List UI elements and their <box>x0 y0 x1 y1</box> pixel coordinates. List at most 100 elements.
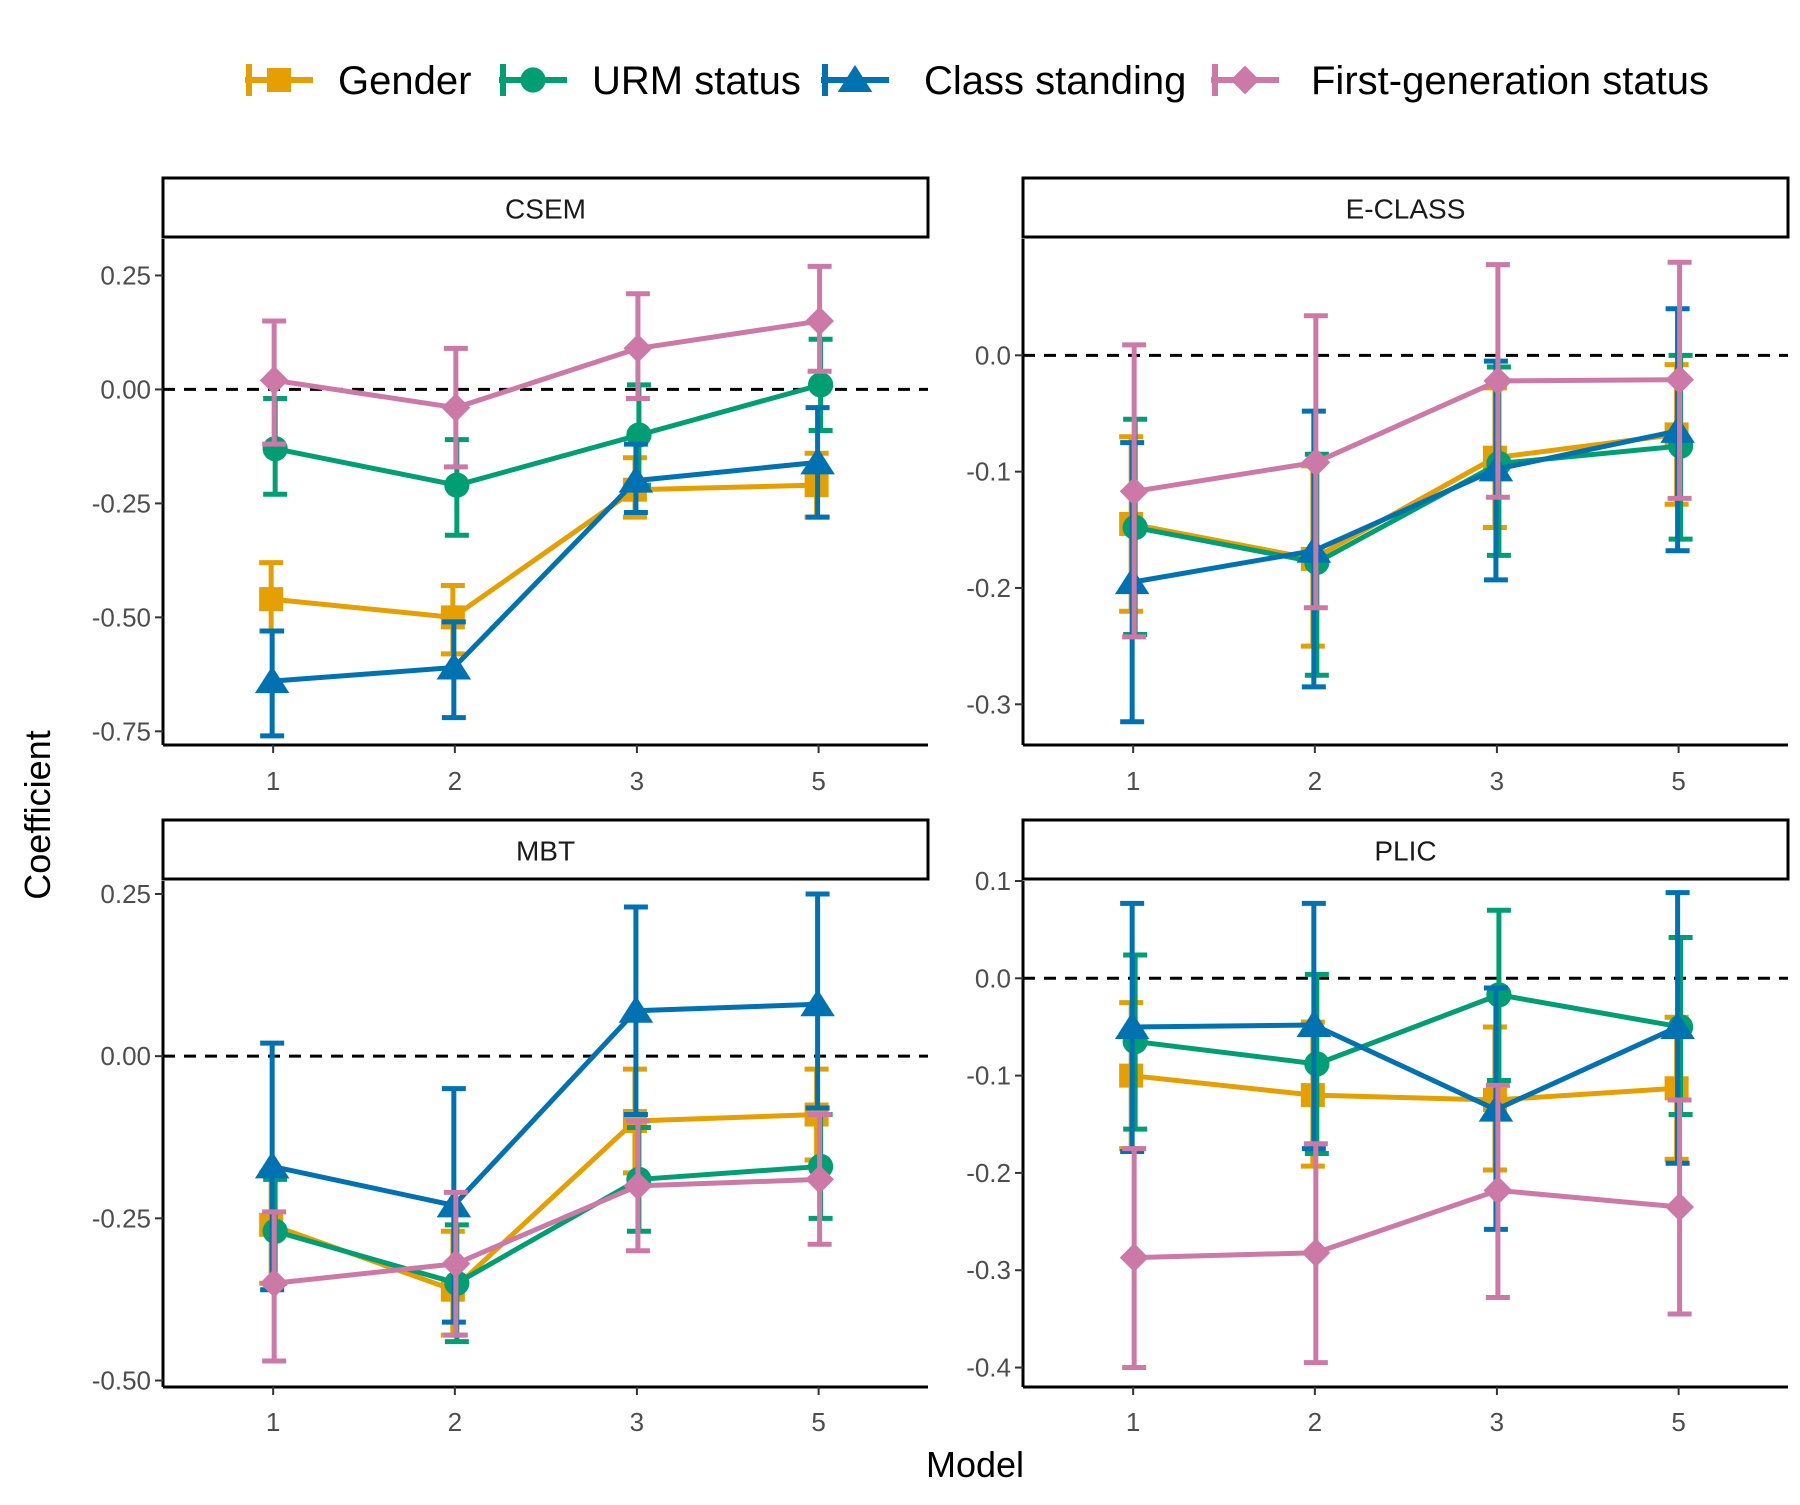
y-tick-label-e-class: -0.3 <box>966 689 1011 719</box>
series-line-urm-status-mbt <box>274 1163 821 1286</box>
legend-marker-gender <box>267 68 291 92</box>
strip-e-class <box>1021 176 1790 239</box>
y-tick-label-plic: -0.2 <box>966 1158 1011 1188</box>
point-first-generation-status-mbt <box>441 1249 471 1279</box>
point-gender-csem <box>259 587 284 612</box>
legend: Gender URM status Class standing First-gene… <box>245 59 1709 103</box>
x-tick-label-e-class: 5 <box>1671 766 1685 796</box>
series-class-standing-csem <box>254 405 835 739</box>
y-tick-label-e-class: -0.2 <box>966 573 1011 603</box>
point-first-generation-status-mbt <box>623 1171 653 1201</box>
y-tick-label-mbt: 0.25 <box>100 879 151 909</box>
legend-item-urm-status: URM status <box>499 59 801 103</box>
y-tick-label-csem: 0.25 <box>100 260 151 290</box>
y-tick-label-csem: -0.75 <box>92 716 151 746</box>
y-tick-label-plic: -0.1 <box>966 1061 1011 1091</box>
x-tick-label-csem: 3 <box>630 766 644 796</box>
point-urm-status-csem <box>626 422 652 448</box>
y-tick-label-plic: 0.1 <box>975 866 1011 896</box>
series-urm-status-mbt <box>262 1112 834 1345</box>
point-class-standing-mbt <box>618 995 654 1023</box>
point-first-generation-status-plic <box>1119 1243 1149 1272</box>
x-tick-label-plic: 5 <box>1671 1407 1685 1437</box>
series-line-first-generation-status-plic <box>1134 1187 1680 1261</box>
x-tick-label-mbt: 2 <box>448 1407 462 1437</box>
series-urm-status-e-class <box>1122 352 1694 678</box>
x-tick-label-e-class: 3 <box>1490 766 1504 796</box>
x-tick-label-mbt: 3 <box>630 1407 644 1437</box>
x-tick-label-csem: 1 <box>266 766 280 796</box>
point-first-generation-status-e-class <box>1301 447 1331 477</box>
legend-marker-first-generation-status <box>1230 65 1260 95</box>
y-tick-label-plic: -0.4 <box>966 1353 1011 1383</box>
x-tick-label-e-class: 2 <box>1308 766 1322 796</box>
point-first-generation-status-csem <box>623 334 653 363</box>
point-first-generation-status-e-class <box>1483 366 1513 396</box>
series-gender-e-class <box>1119 362 1689 649</box>
y-tick-label-csem: 0.00 <box>100 374 151 404</box>
legend-label-urm-status: URM status <box>592 59 801 103</box>
point-class-standing-csem <box>800 447 835 475</box>
strip-label-plic: PLIC <box>1374 836 1436 867</box>
point-first-generation-status-mbt <box>805 1165 835 1194</box>
point-first-generation-status-plic <box>1483 1176 1513 1205</box>
y-tick-label-mbt: -0.25 <box>92 1203 151 1233</box>
legend-label-class-standing: Class standing <box>924 59 1186 103</box>
series-line-gender-csem <box>270 482 817 620</box>
x-tick-label-csem: 5 <box>811 766 825 796</box>
series-line-class-standing-e-class <box>1131 428 1679 585</box>
series-urm-status-plic <box>1122 907 1694 1156</box>
point-urm-status-csem <box>808 372 834 398</box>
y-tick-label-e-class: 0.0 <box>975 340 1011 370</box>
panel-mbt: MBT 0.25 0.00 -0.25 -0.50 1 2 3 5 <box>92 818 930 1437</box>
series-line-urm-status-plic <box>1134 992 1682 1067</box>
x-tick-label-e-class: 1 <box>1126 766 1140 796</box>
y-axis-title: Coefficient <box>17 730 58 899</box>
series-urm-status-csem <box>262 336 834 538</box>
series-first-generation-status-plic <box>1119 1082 1695 1371</box>
y-tick-label-csem: -0.25 <box>92 488 151 518</box>
series-line-urm-status-csem <box>274 382 822 488</box>
point-first-generation-status-csem <box>441 393 471 423</box>
point-first-generation-status-mbt <box>259 1268 289 1298</box>
legend-item-first-generation-status: First-generation status <box>1211 59 1709 103</box>
strip-plic <box>1021 818 1790 881</box>
point-class-standing-csem <box>254 666 290 694</box>
point-class-standing-plic <box>1660 1011 1695 1039</box>
point-urm-status-plic <box>1304 1051 1330 1077</box>
y-tick-label-mbt: 0.00 <box>100 1041 151 1071</box>
point-first-generation-status-csem <box>259 365 289 395</box>
series-line-first-generation-status-csem <box>273 318 820 411</box>
legend-marker-class-standing <box>837 65 873 92</box>
point-first-generation-status-csem <box>805 306 835 336</box>
point-class-standing-csem <box>436 652 472 680</box>
strip-mbt <box>161 818 930 881</box>
legend-label-gender: Gender <box>338 59 471 103</box>
x-tick-label-csem: 2 <box>448 766 462 796</box>
series-class-standing-plic <box>1114 890 1695 1232</box>
x-tick-label-plic: 2 <box>1308 1407 1322 1437</box>
panel-plic: PLIC 0.1 0.0 -0.1 -0.2 -0.3 -0.4 1 2 3 5 <box>966 818 1790 1437</box>
series-line-urm-status-e-class <box>1134 443 1681 565</box>
series-first-generation-status-csem <box>259 263 835 470</box>
strip-label-e-class: E-CLASS <box>1346 194 1466 225</box>
series-line-class-standing-csem <box>271 459 818 684</box>
y-tick-label-csem: -0.50 <box>92 602 151 632</box>
series-gender-csem <box>259 450 829 657</box>
series-line-class-standing-plic <box>1132 1022 1679 1113</box>
legend-label-first-generation-status: First-generation status <box>1311 59 1709 103</box>
strip-label-csem: CSEM <box>505 194 586 225</box>
legend-marker-urm-status <box>520 67 546 93</box>
series-line-gender-mbt <box>270 1112 817 1293</box>
series-line-gender-plic <box>1130 1073 1677 1103</box>
x-axis-title: Model <box>926 1444 1024 1485</box>
y-tick-label-plic: 0.0 <box>975 963 1011 993</box>
point-class-standing-csem <box>618 465 654 493</box>
point-first-generation-status-e-class <box>1119 477 1149 506</box>
panel-e-class: E-CLASS 0.0 -0.1 -0.2 -0.3 1 2 3 5 <box>966 176 1790 796</box>
panel-csem: CSEM 0.25 0.00 -0.25 -0.50 -0.75 1 2 3 5 <box>92 176 930 796</box>
point-first-generation-status-plic <box>1301 1238 1331 1268</box>
